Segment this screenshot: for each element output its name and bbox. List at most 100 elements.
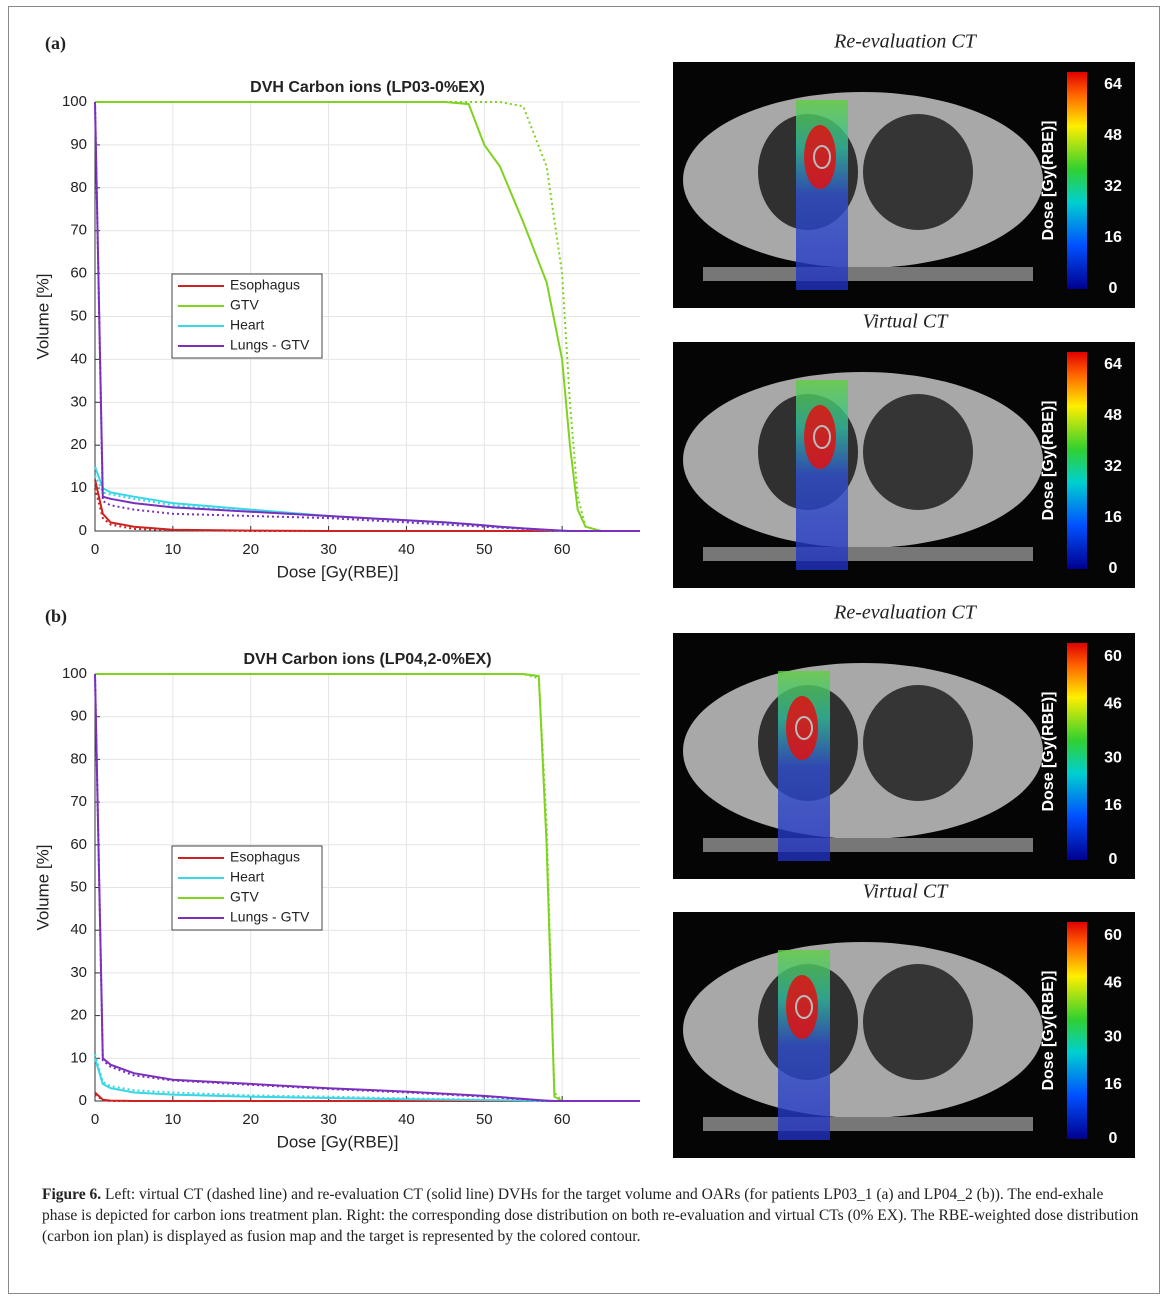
- y-tick-label: 20: [70, 436, 87, 453]
- ct-table: [703, 1117, 1033, 1131]
- legend-label: GTV: [230, 889, 259, 905]
- x-tick-label: 60: [554, 1111, 571, 1128]
- y-tick-label: 50: [70, 307, 87, 324]
- x-tick-label: 0: [91, 1111, 99, 1128]
- y-axis-label: Volume [%]: [33, 845, 52, 931]
- ct-table: [703, 547, 1033, 561]
- colorbar-tick-label: 32: [1104, 178, 1122, 195]
- target-contour: [795, 716, 813, 740]
- image-title: Virtual CT: [863, 881, 950, 903]
- y-tick-label: 100: [62, 93, 87, 110]
- ct-table: [703, 838, 1033, 852]
- colorbar-tick-label: 60: [1104, 927, 1122, 944]
- colorbar-tick-label: 64: [1104, 76, 1122, 93]
- colorbar-tick-label: 16: [1104, 229, 1122, 246]
- y-tick-label: 80: [70, 179, 87, 196]
- x-tick-label: 40: [398, 541, 415, 558]
- image-title: Virtual CT: [863, 311, 950, 333]
- legend-label: Lungs - GTV: [230, 337, 310, 353]
- target-contour: [813, 145, 831, 169]
- x-tick-label: 20: [242, 541, 259, 558]
- dashed-series-line: [94, 487, 640, 532]
- colorbar-tick-label: 48: [1104, 127, 1122, 144]
- x-tick-label: 50: [476, 1111, 493, 1128]
- colorbar-label: Dose [Gy(RBE)]: [1040, 970, 1057, 1090]
- colorbar-tick-label: 16: [1104, 509, 1122, 526]
- panel-label: (b): [45, 606, 67, 627]
- colorbar: [1067, 352, 1087, 569]
- colorbar-tick-label: 32: [1104, 458, 1122, 475]
- legend-box: [171, 845, 323, 931]
- series-line: [94, 101, 640, 532]
- x-tick-label: 50: [476, 541, 493, 558]
- colorbar-tick-label: 16: [1104, 797, 1122, 814]
- ct-body: [683, 663, 1043, 839]
- y-tick-label: 60: [70, 836, 87, 853]
- panel-label: (a): [45, 33, 66, 54]
- y-tick-label: 70: [70, 793, 87, 810]
- caption-label: Figure 6.: [42, 1186, 102, 1203]
- x-tick-label: 30: [320, 1111, 337, 1128]
- chart-title: DVH Carbon ions (LP04,2-0%EX): [243, 651, 491, 668]
- y-tick-label: 80: [70, 750, 87, 767]
- colorbar-label: Dose [Gy(RBE)]: [1040, 400, 1057, 520]
- figure-frame: [8, 6, 1160, 1294]
- y-tick-label: 70: [70, 222, 87, 239]
- colorbar-label: Dose [Gy(RBE)]: [1040, 691, 1057, 811]
- x-tick-label: 20: [242, 1111, 259, 1128]
- colorbar: [1067, 643, 1087, 860]
- colorbar-tick-label: 46: [1104, 695, 1122, 712]
- colorbar-tick-label: 0: [1109, 560, 1118, 577]
- colorbar: [1067, 922, 1087, 1139]
- x-tick-label: 10: [165, 541, 182, 558]
- y-tick-label: 90: [70, 136, 87, 153]
- dose-hotspot: [804, 125, 836, 189]
- target-contour: [813, 425, 831, 449]
- series-line: [95, 673, 640, 1102]
- colorbar-tick-label: 48: [1104, 407, 1122, 424]
- colorbar-tick-label: 0: [1109, 1130, 1118, 1147]
- y-tick-label: 20: [70, 1007, 87, 1024]
- y-tick-label: 0: [79, 522, 87, 539]
- colorbar-tick-label: 30: [1104, 750, 1122, 767]
- x-tick-label: 10: [165, 1111, 182, 1128]
- ct-lung: [863, 964, 973, 1080]
- y-tick-label: 40: [70, 921, 87, 938]
- y-tick-label: 10: [70, 1049, 87, 1066]
- chart-title: DVH Carbon ions (LP03-0%EX): [250, 79, 485, 96]
- legend-label: Esophagus: [230, 277, 300, 293]
- image-title: Re-evaluation CT: [833, 602, 978, 624]
- x-tick-label: 30: [320, 541, 337, 558]
- caption-text: Left: virtual CT (dashed line) and re-ev…: [42, 1186, 1139, 1245]
- y-tick-label: 90: [70, 708, 87, 725]
- colorbar-tick-label: 0: [1109, 851, 1118, 868]
- ct-lung: [863, 114, 973, 230]
- ct-lung: [863, 394, 973, 510]
- ct-body: [683, 92, 1043, 268]
- colorbar-tick-label: 46: [1104, 974, 1122, 991]
- colorbar: [1067, 72, 1087, 289]
- image-title: Re-evaluation CT: [833, 31, 978, 53]
- colorbar-tick-label: 64: [1104, 356, 1122, 373]
- y-tick-label: 60: [70, 265, 87, 282]
- series-line: [94, 673, 640, 1102]
- y-tick-label: 100: [62, 665, 87, 682]
- figure-caption: Figure 6. Left: virtual CT (dashed line)…: [42, 1184, 1142, 1247]
- y-tick-label: 50: [70, 878, 87, 895]
- legend-label: Heart: [230, 869, 264, 885]
- y-tick-label: 30: [70, 393, 87, 410]
- x-axis-label: Dose [Gy(RBE)]: [277, 562, 399, 581]
- legend-label: Heart: [230, 317, 264, 333]
- target-contour: [795, 995, 813, 1019]
- dose-hotspot: [786, 975, 818, 1039]
- dose-hotspot: [804, 405, 836, 469]
- y-tick-label: 30: [70, 964, 87, 981]
- ct-body: [683, 942, 1043, 1118]
- ct-body: [683, 372, 1043, 548]
- x-tick-label: 60: [554, 541, 571, 558]
- ct-table: [703, 267, 1033, 281]
- y-tick-label: 10: [70, 479, 87, 496]
- ct-lung: [863, 685, 973, 801]
